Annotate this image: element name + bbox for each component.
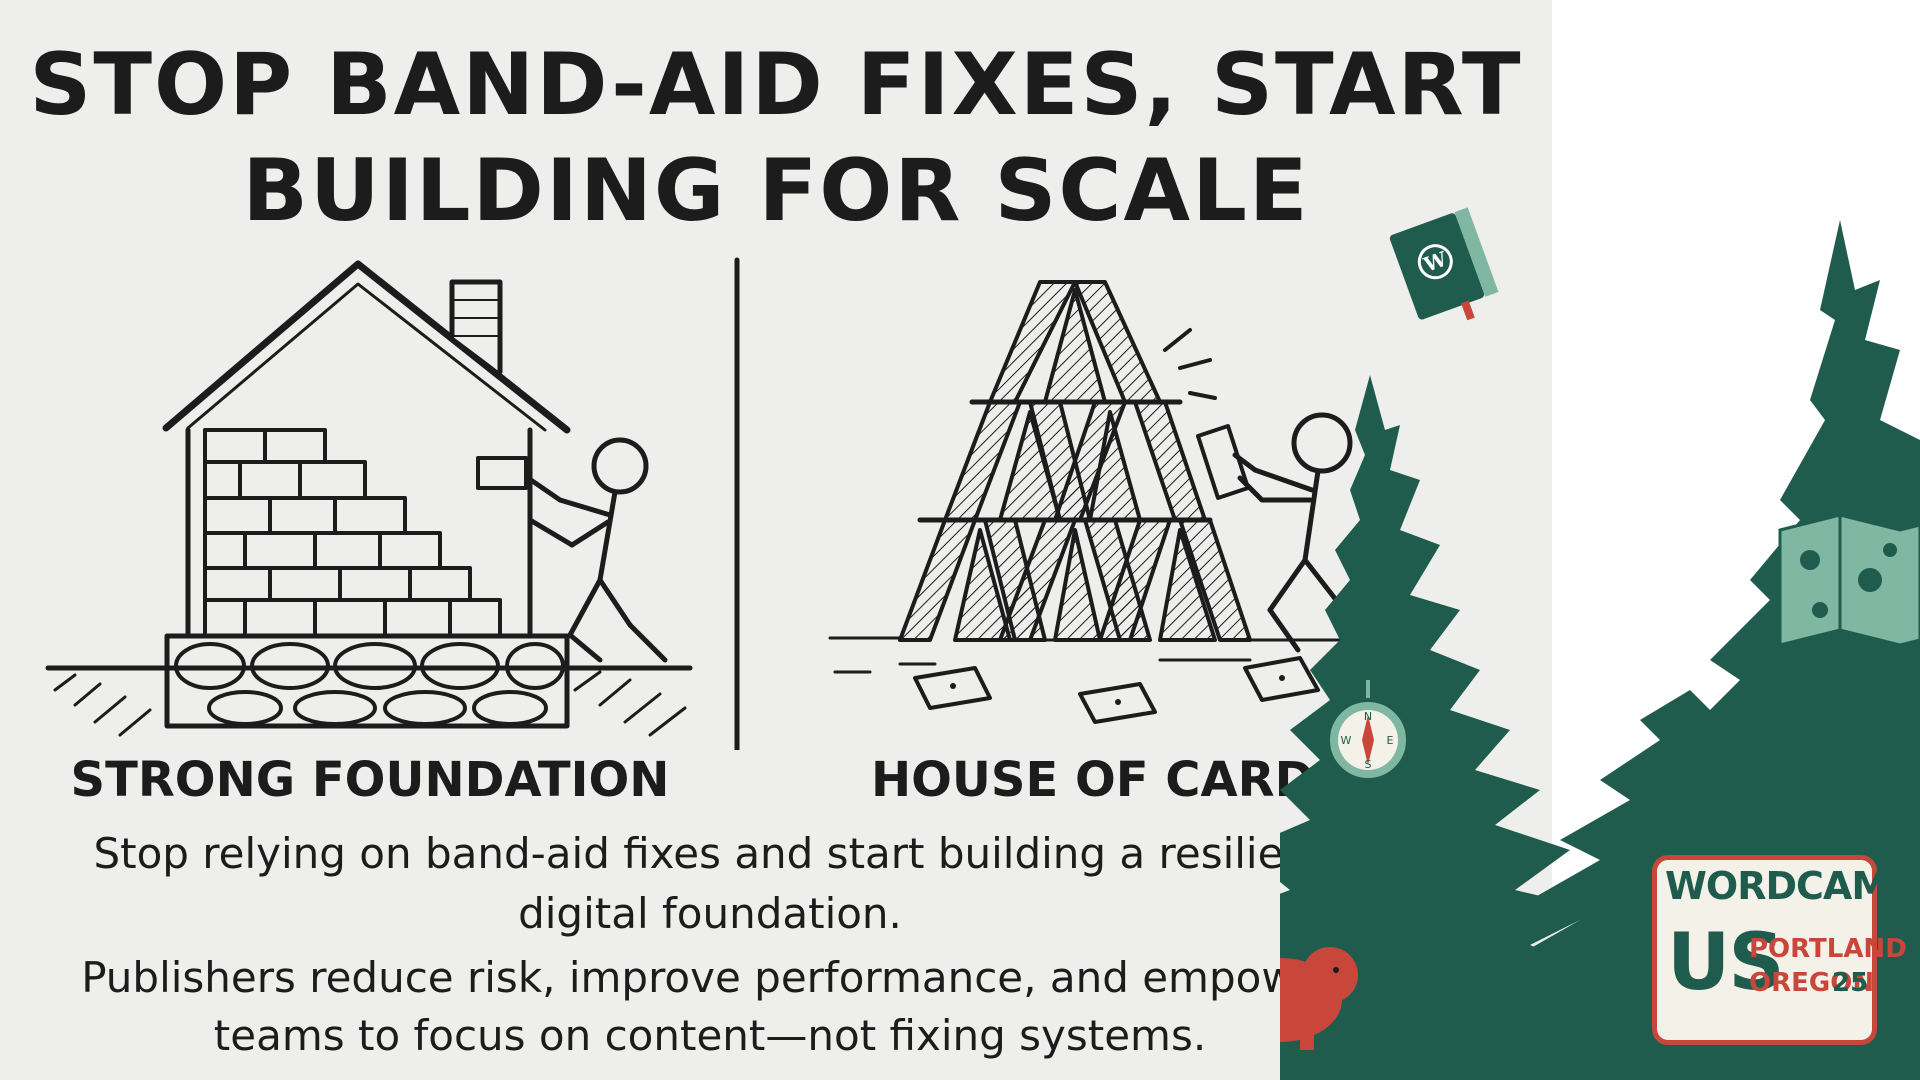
compass-letter: S <box>1365 758 1372 771</box>
body-text-line-2: digital foundation. <box>518 889 902 938</box>
compass-letter: N <box>1364 710 1372 723</box>
body-text-line-3: Publishers reduce risk, improve performa… <box>81 953 1339 1002</box>
slide-title-line-1: STOP BAND-AID FIXES, START <box>29 35 1523 135</box>
slide-title-line-2: BUILDING FOR SCALE <box>242 141 1310 241</box>
compass-letter: E <box>1387 734 1394 747</box>
wordcamp-us-logo: WORDCAMP US PORTLAND OREGON 25 <box>1652 855 1916 1045</box>
comparison-illustration <box>45 257 1432 750</box>
house-illustration <box>45 260 693 737</box>
logo-city-text: PORTLAND <box>1749 934 1907 964</box>
pine-tree-icon <box>1280 375 1610 1080</box>
compass-letter: W <box>1341 734 1352 747</box>
wordpress-book-icon: W <box>1389 207 1499 321</box>
house-of-cards-illustration <box>828 280 1432 724</box>
logo-us-text: US <box>1667 918 1785 1008</box>
compass-icon: N E S W <box>1326 680 1410 782</box>
body-text-line-1: Stop relying on band-aid fixes and start… <box>93 829 1327 878</box>
map-icon <box>1778 513 1920 647</box>
house-of-cards-caption: HOUSE OF CARDS <box>870 752 1350 808</box>
logo-year-text: 25 <box>1832 968 1869 998</box>
strong-foundation-caption: STRONG FOUNDATION <box>70 752 670 808</box>
logo-wordcamp-text: WORDCAMP <box>1665 864 1916 908</box>
beaver-icon <box>1280 947 1358 1050</box>
body-text-line-4: teams to focus on content—not fixing sys… <box>213 1011 1207 1060</box>
logo-state-text: OREGON <box>1749 968 1875 998</box>
